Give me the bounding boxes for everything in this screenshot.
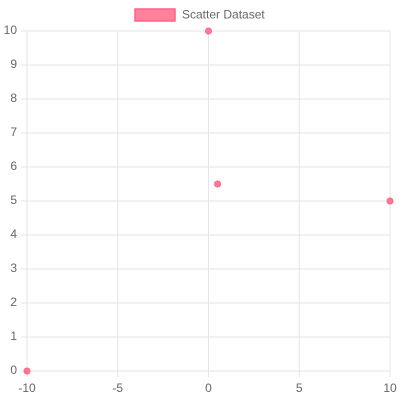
scatter-point xyxy=(214,180,222,188)
x-tick-label: 10 xyxy=(383,381,397,395)
y-tick-label: 7 xyxy=(10,125,17,139)
y-tick-label: 1 xyxy=(10,329,17,343)
x-tick-label: -10 xyxy=(18,381,36,395)
x-tick-label: 5 xyxy=(296,381,303,395)
y-tick-label: 5 xyxy=(10,193,17,207)
y-tick-label: 4 xyxy=(10,227,17,241)
y-tick-label: 2 xyxy=(10,295,17,309)
y-tick-label: 6 xyxy=(10,159,17,173)
legend-label[interactable]: Scatter Dataset xyxy=(182,8,265,22)
x-tick-label: -5 xyxy=(112,381,123,395)
scatter-point xyxy=(386,197,394,205)
y-tick-label: 10 xyxy=(4,23,18,37)
y-tick-label: 0 xyxy=(10,363,17,377)
y-tick-label: 8 xyxy=(10,91,17,105)
y-tick-label: 9 xyxy=(10,57,17,71)
x-tick-label: 0 xyxy=(205,381,212,395)
scatter-point xyxy=(205,27,212,35)
scatter-point xyxy=(23,367,31,375)
legend-swatch[interactable] xyxy=(134,8,176,22)
y-tick-label: 3 xyxy=(10,261,17,275)
